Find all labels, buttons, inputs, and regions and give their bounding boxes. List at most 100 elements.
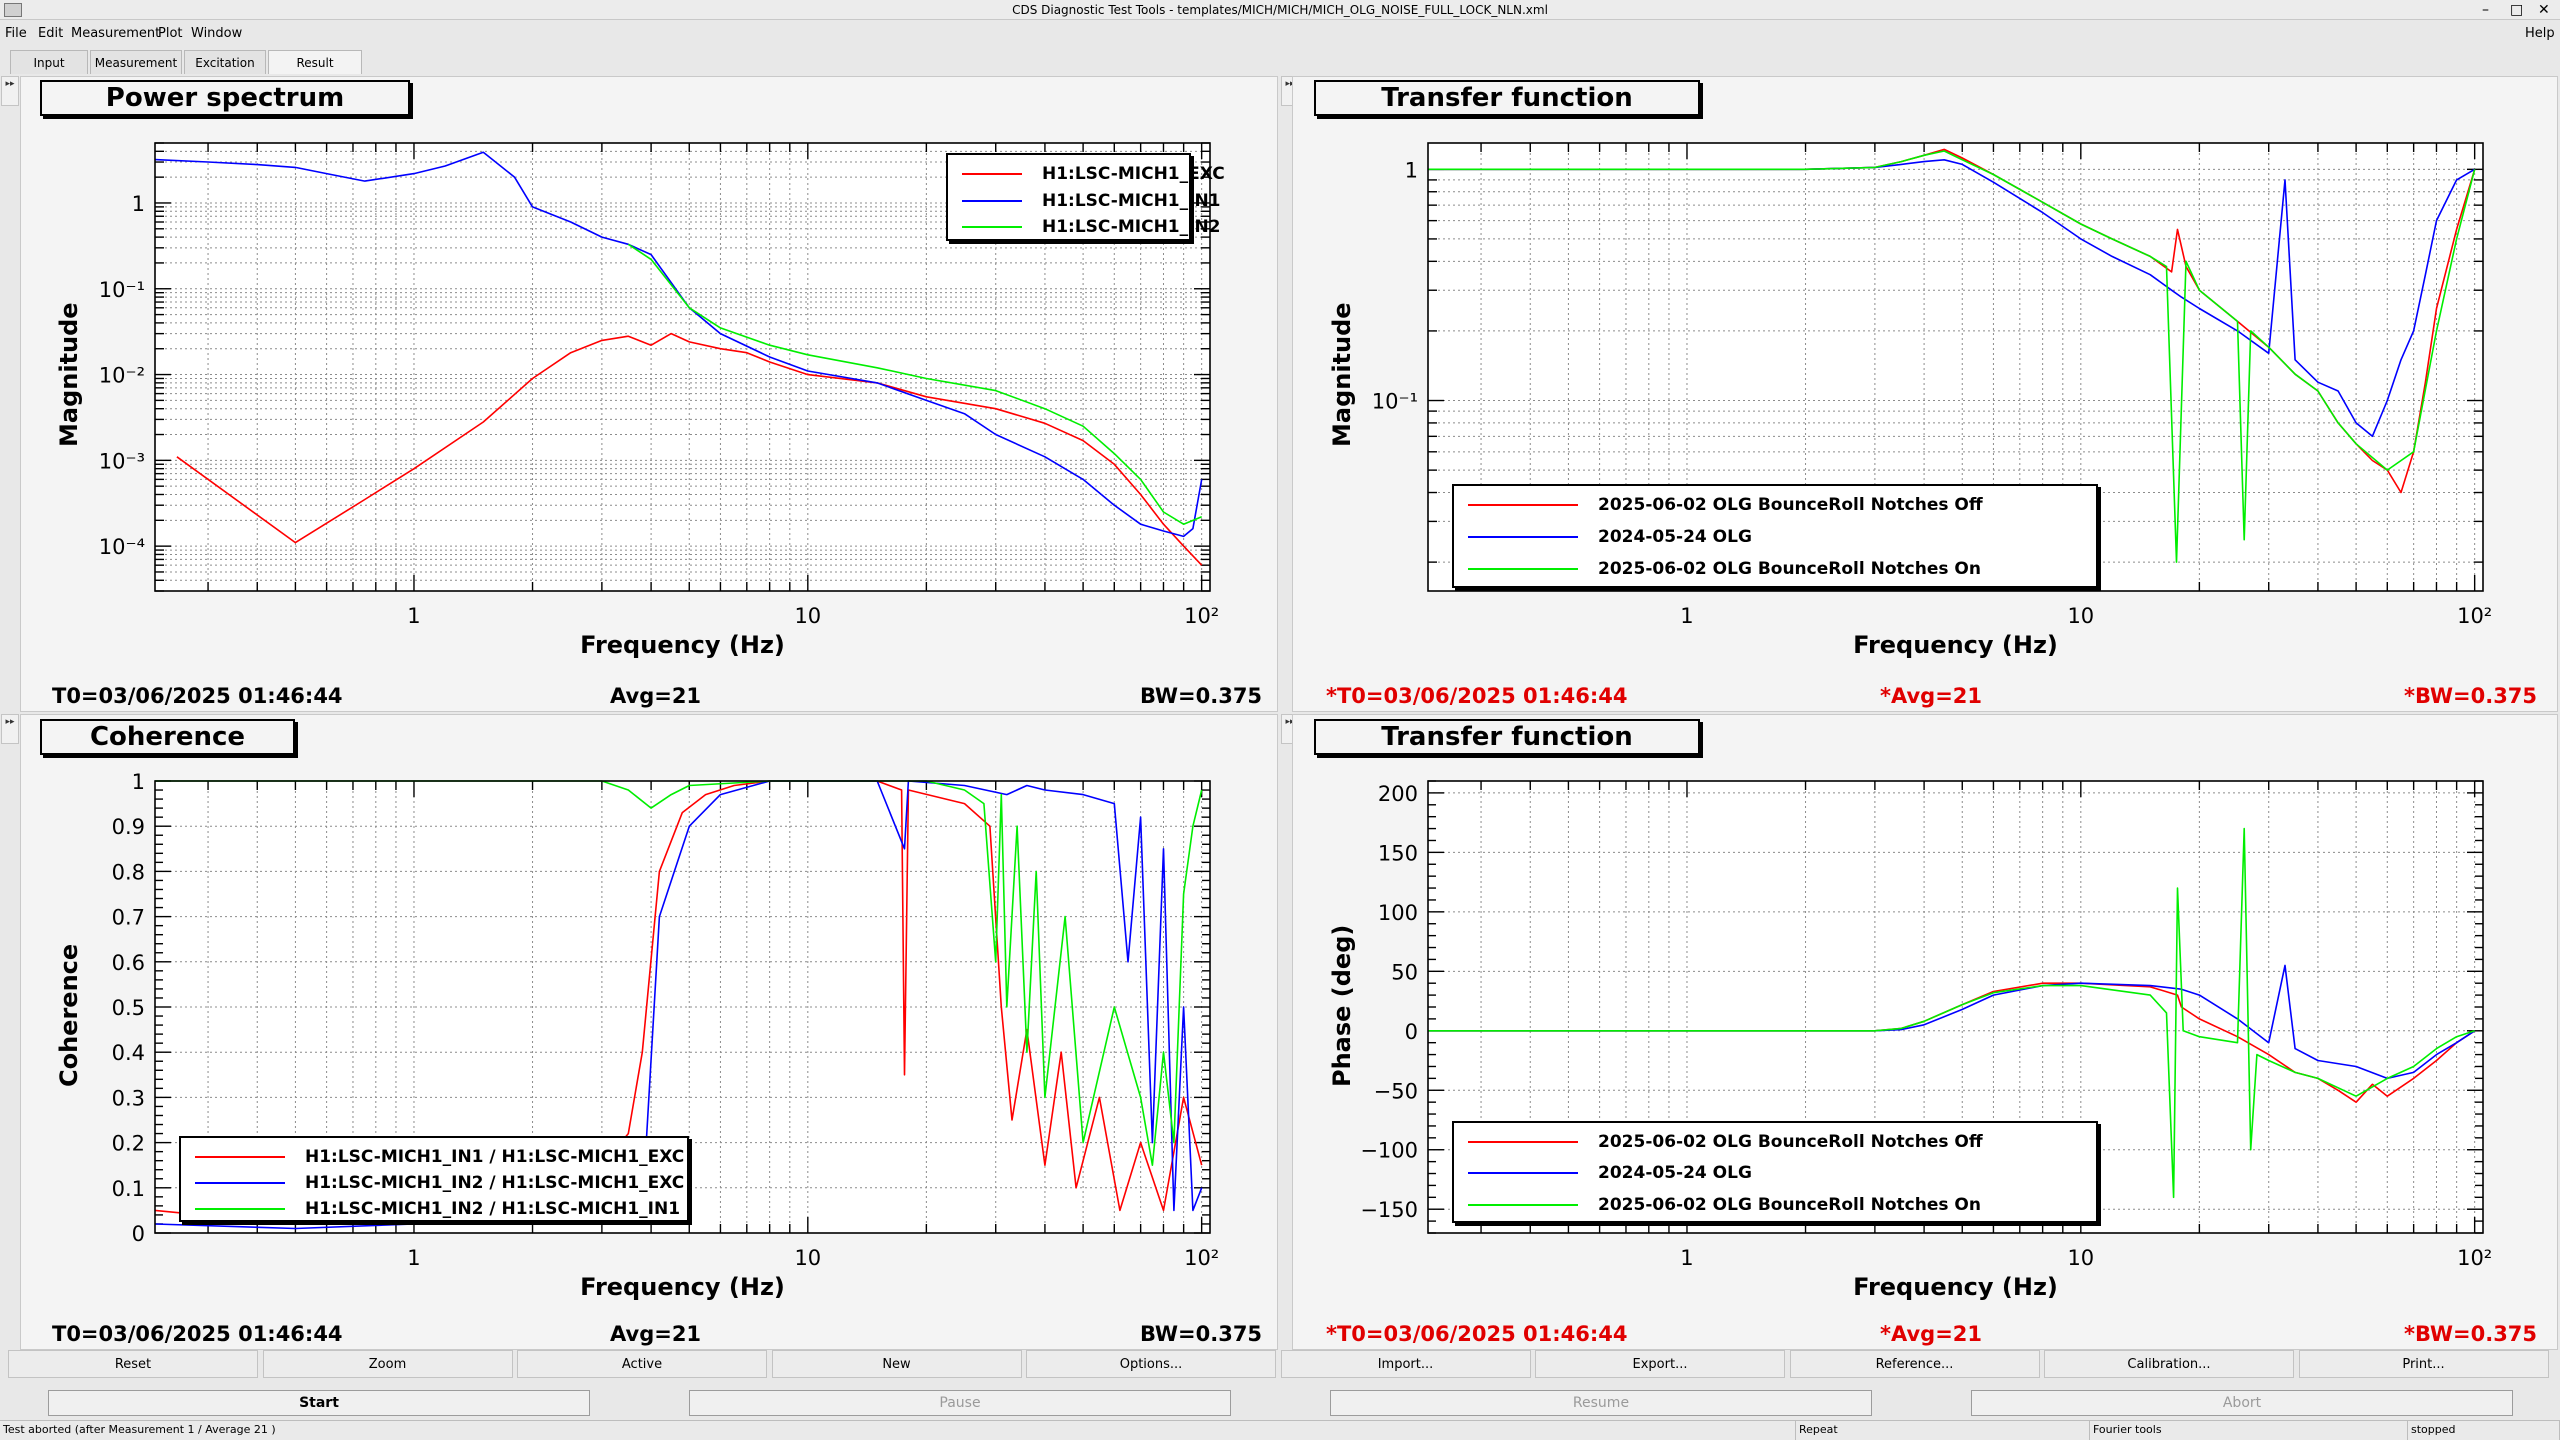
- axis-ticks: [1428, 780, 2483, 1234]
- series-line-in2: [1428, 150, 2476, 563]
- legend-label: 2025-06-02 OLG BounceRoll Notches On: [1598, 1194, 1981, 1215]
- legend-entry: 2025-06-02 OLG BounceRoll Notches On: [1454, 1190, 2100, 1220]
- grid: [155, 142, 1210, 592]
- legend-entry: H1:LSC-MICH1_IN2: [948, 212, 1221, 242]
- status-repeat: Repeat: [1796, 1421, 2090, 1440]
- tab-measurement[interactable]: Measurement: [90, 50, 182, 74]
- y-tick-label: 0: [132, 1222, 145, 1246]
- menu-help[interactable]: Help: [2525, 26, 2555, 41]
- reset-button[interactable]: Reset: [8, 1350, 258, 1378]
- y-tick-label: 0.9: [112, 815, 145, 839]
- y-tick-label: 200: [1378, 782, 1418, 806]
- menu-file[interactable]: File: [5, 26, 27, 41]
- pad-title: Transfer function: [1314, 80, 1700, 116]
- legend-swatch: [1468, 568, 1578, 570]
- resume-button[interactable]: Resume: [1330, 1390, 1872, 1416]
- pad-title: Power spectrum: [40, 80, 410, 116]
- maximize-icon[interactable]: □: [2510, 2, 2524, 18]
- print-button[interactable]: Print...: [2298, 1350, 2549, 1378]
- legend-swatch: [1468, 1172, 1578, 1175]
- axis-ticks: [155, 780, 1210, 1234]
- y-tick-label: −150: [1360, 1198, 1418, 1222]
- legend-label: 2025-06-02 OLG BounceRoll Notches On: [1598, 559, 1981, 579]
- reference-button[interactable]: Reference...: [1789, 1350, 2040, 1378]
- series-line-in1: [1428, 158, 2476, 438]
- y-tick-label: −100: [1360, 1139, 1418, 1163]
- window-title: CDS Diagnostic Test Tools - templates/MI…: [1012, 3, 1548, 17]
- footer-t0: *T0=03/06/2025 01:46:44: [1326, 684, 1628, 708]
- x-tick-label: 10: [794, 1246, 821, 1270]
- y-tick-label: 100: [1378, 901, 1418, 925]
- close-icon[interactable]: ✕: [2538, 2, 2550, 18]
- legend-swatch: [195, 1182, 285, 1184]
- menu-plot[interactable]: Plot: [158, 26, 183, 41]
- x-tick-label: 1: [407, 1246, 420, 1270]
- legend-label: 2024-05-24 OLG: [1598, 527, 1752, 547]
- series-line-exc-or-notches-off: [154, 780, 1203, 1225]
- side-collapse-arrow-icon[interactable]: ▸▸: [1, 714, 19, 744]
- axis-ticks: [1428, 143, 2483, 591]
- abort-button[interactable]: Abort: [1971, 1390, 2513, 1416]
- y-tick-label: 0.6: [112, 951, 145, 975]
- legend-swatch: [195, 1156, 285, 1158]
- y-tick-label: 1: [132, 192, 145, 216]
- x-tick-label: 10: [2067, 604, 2094, 628]
- zoom-button[interactable]: Zoom: [262, 1350, 513, 1378]
- axis-ticks: [155, 142, 1210, 592]
- menu-edit[interactable]: Edit: [38, 26, 64, 41]
- footer-avg: Avg=21: [610, 684, 702, 708]
- footer-avg: *Avg=21: [1880, 684, 1983, 708]
- series-line-in2: [627, 243, 1203, 526]
- legend-label: 2025-06-02 OLG BounceRoll Notches Off: [1598, 1132, 1983, 1152]
- y-tick-label: 0: [1405, 1020, 1418, 1044]
- y-tick-label: 0.4: [112, 1041, 145, 1065]
- y-tick-label: 50: [1391, 960, 1418, 984]
- footer-t0: T0=03/06/2025 01:46:44: [52, 684, 343, 708]
- tab-result[interactable]: Result: [268, 50, 362, 74]
- legend-entry: H1:LSC-MICH1_IN1 / H1:LSC-MICH1_EXC: [181, 1142, 691, 1172]
- series-line-exc-or-notches-off: [176, 332, 1203, 566]
- y-tick-label: 0.7: [112, 906, 145, 930]
- legend-entry: H1:LSC-MICH1_IN2 / H1:LSC-MICH1_IN1: [181, 1194, 691, 1224]
- y-tick-label: 10⁻²: [99, 364, 145, 388]
- pad-title: Coherence: [40, 719, 295, 755]
- pause-button[interactable]: Pause: [689, 1390, 1231, 1416]
- legend-entry: 2025-06-02 OLG BounceRoll Notches Off: [1454, 490, 2100, 520]
- menu-window[interactable]: Window: [191, 26, 243, 41]
- legend-label: H1:LSC-MICH1_IN2: [1042, 217, 1221, 238]
- pad-title: Transfer function: [1314, 719, 1700, 755]
- menu-measurement[interactable]: Measurement: [71, 26, 161, 41]
- legend-label: 2025-06-02 OLG BounceRoll Notches Off: [1598, 495, 1983, 515]
- x-tick-label: 10²: [2457, 1246, 2492, 1270]
- y-tick-label: 1: [132, 770, 145, 794]
- legend-swatch: [1468, 536, 1578, 538]
- export-button[interactable]: Export...: [1535, 1350, 1785, 1378]
- tab-bar: Input Measurement Excitation Result: [0, 50, 2560, 74]
- legend: 2025-06-02 OLG BounceRoll Notches Off 202…: [1452, 484, 2098, 588]
- new-button[interactable]: New: [771, 1350, 1022, 1378]
- x-tick-label: 1: [1680, 604, 1693, 628]
- legend-entry: 2025-06-02 OLG BounceRoll Notches Off: [1454, 1127, 2100, 1157]
- x-axis-label: Frequency (Hz): [1853, 631, 2058, 659]
- minimize-icon[interactable]: –: [2482, 2, 2489, 18]
- active-button[interactable]: Active: [517, 1350, 767, 1378]
- tab-input[interactable]: Input: [10, 50, 88, 74]
- legend-swatch: [1468, 1141, 1578, 1143]
- legend-label: 2024-05-24 OLG: [1598, 1163, 1752, 1184]
- start-button[interactable]: Start: [48, 1390, 590, 1416]
- y-axis-label: Magnitude: [1328, 302, 1356, 447]
- options-button[interactable]: Options...: [1026, 1350, 1276, 1378]
- legend-entry: 2024-05-24 OLG: [1454, 522, 2100, 552]
- series-line-in2: [1428, 827, 2475, 1199]
- x-tick-label: 10²: [1184, 604, 1219, 628]
- calibration-button[interactable]: Calibration...: [2044, 1350, 2294, 1378]
- legend-swatch: [1468, 1203, 1578, 1206]
- tab-excitation[interactable]: Excitation: [184, 50, 266, 74]
- app-icon: [4, 3, 22, 17]
- y-tick-label: 0.2: [112, 1132, 145, 1156]
- footer-bw: *BW=0.375: [2404, 1322, 2538, 1346]
- side-collapse-arrow-icon[interactable]: ▸▸: [1, 76, 19, 106]
- legend: 2025-06-02 OLG BounceRoll Notches Off 202…: [1452, 1121, 2098, 1223]
- import-button[interactable]: Import...: [1280, 1350, 1531, 1378]
